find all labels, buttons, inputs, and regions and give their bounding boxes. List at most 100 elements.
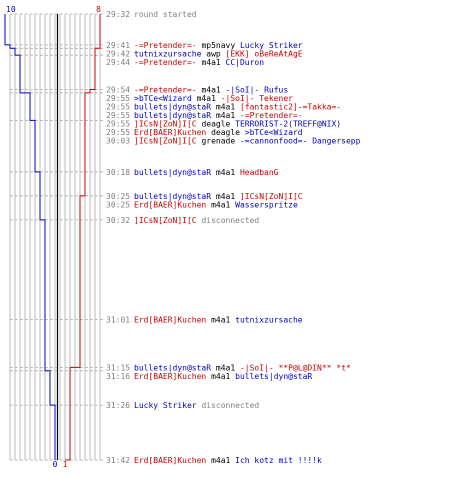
event-killer: -=Pretender=- <box>134 41 197 50</box>
event-message: round started <box>134 10 197 19</box>
event-time: 29:32 <box>106 10 130 19</box>
event-killer: Erd[BAER]Kuchen <box>134 456 206 465</box>
event-message: disconnected <box>197 216 260 225</box>
event-row: 29:55 bullets|dyn@staR m4a1 -=Pretender=- <box>106 111 303 120</box>
event-row: 30:25 bullets|dyn@staR m4a1 ]ICsN[ZoN]I[C <box>106 192 303 201</box>
event-time: 30:25 <box>106 200 130 209</box>
event-player: Lucky Striker <box>134 401 197 410</box>
event-text: ]ICsN[ZoN]I[C disconnected <box>134 216 259 225</box>
event-weapon: m4a1 <box>192 94 221 103</box>
event-victim: bullets|dyn@staR <box>235 372 312 381</box>
event-time: 31:42 <box>106 456 130 465</box>
event-killer: bullets|dyn@staR <box>134 192 211 201</box>
event-text: round started <box>134 10 197 19</box>
event-time: 31:15 <box>106 363 130 372</box>
event-weapon: m4a1 <box>206 456 235 465</box>
event-time: 31:26 <box>106 401 130 410</box>
event-text: bullets|dyn@staR m4a1 ]ICsN[ZoN]I[C <box>134 192 303 201</box>
event-text: Erd[BAER]Kuchen m4a1 tutnixzursache <box>134 315 303 324</box>
event-victim: [EKK] oBeReAtAgE <box>226 49 303 58</box>
event-time: 29:41 <box>106 41 130 50</box>
event-time: 29:55 <box>106 119 130 128</box>
event-row: 29:54 -=Pretender=- m4a1 -|SoI|- Rufus <box>106 85 288 94</box>
red-end-count: 1 <box>63 460 68 469</box>
event-killer: bullets|dyn@staR <box>134 168 211 177</box>
event-victim: tutnixzursache <box>235 315 303 324</box>
event-time: 29:55 <box>106 111 130 120</box>
event-victim: -|SoI|- **P@L@DIN** *t* <box>240 363 351 372</box>
event-time: 30:18 <box>106 168 130 177</box>
event-row: 29:42 tutnixzursache awp [EKK] oBeReAtAgE <box>106 49 303 58</box>
event-text: Erd[BAER]Kuchen m4a1 bullets|dyn@staR <box>134 372 312 381</box>
event-weapon: m4a1 <box>211 102 240 111</box>
red-start-count: 8 <box>96 5 101 14</box>
event-victim: >bTCe<Wizard <box>245 128 303 137</box>
event-row: 29:44 -=Pretender=- m4a1 CC|Duron <box>106 58 264 67</box>
event-row: 29:55]ICsN[ZoN]I[C deagle TERRORIST-2(TR… <box>106 119 341 128</box>
event-killer: Erd[BAER]Kuchen <box>134 372 206 381</box>
event-victim: Wasserspritze <box>235 200 298 209</box>
event-time: 30:32 <box>106 216 130 225</box>
event-time: 29:54 <box>106 85 130 94</box>
red-team-line <box>65 14 101 461</box>
event-row: 31:16 Erd[BAER]Kuchen m4a1 bullets|dyn@st… <box>106 372 312 381</box>
event-victim: -|SoI|- Tekener <box>221 94 293 103</box>
event-killer: -=Pretender=- <box>134 85 197 94</box>
event-victim: Ich kotz mit !!!!k <box>235 456 322 465</box>
event-weapon: deagle <box>197 119 236 128</box>
event-victim: ]ICsN[ZoN]I[C <box>240 192 303 201</box>
event-row: 30:32 ]ICsN[ZoN]I[C disconnected <box>106 216 259 225</box>
event-weapon: m4a1 <box>211 168 240 177</box>
event-victim: TERRORIST-2(TREFF@NIX) <box>235 119 341 128</box>
event-text: Erd[BAER]Kuchen m4a1 Wasserspritze <box>134 200 298 209</box>
event-text: Lucky Striker disconnected <box>134 401 259 410</box>
event-weapon: m4a1 <box>211 192 240 201</box>
event-row: 31:15 bullets|dyn@staR m4a1 -|SoI|- **P@L… <box>106 363 351 372</box>
event-text: ]ICsN[ZoN]I[C grenade -=cannonfood=- Dan… <box>134 136 361 145</box>
event-row: 29:41 -=Pretender=- mp5navy Lucky Striker <box>106 41 303 50</box>
event-weapon: m4a1 <box>197 58 226 67</box>
event-text: -=Pretender=- m4a1 -|SoI|- Rufus <box>134 85 288 94</box>
event-text: bullets|dyn@staR m4a1 [fantastic2]-=Takk… <box>134 102 341 111</box>
blue-start-count: 10 <box>6 5 16 14</box>
event-killer: tutnixzursache <box>134 49 202 58</box>
event-player: ]ICsN[ZoN]I[C <box>134 216 197 225</box>
event-row: 31:26 Lucky Striker disconnected <box>106 401 259 410</box>
event-weapon: grenade <box>197 136 240 145</box>
event-weapon: m4a1 <box>211 111 240 120</box>
event-time: 29:44 <box>106 58 130 67</box>
event-victim: HeadbanG <box>240 168 279 177</box>
blue-end-count: 0 <box>53 460 58 469</box>
event-time: 29:55 <box>106 94 130 103</box>
event-victim: -=Pretender=- <box>240 111 303 120</box>
event-text: bullets|dyn@staR m4a1 HeadbanG <box>134 168 279 177</box>
event-time: 31:16 <box>106 372 130 381</box>
event-weapon: m4a1 <box>206 315 235 324</box>
event-weapon: m4a1 <box>197 85 226 94</box>
event-text: bullets|dyn@staR m4a1 -=Pretender=- <box>134 111 303 120</box>
event-time: 29:55 <box>106 102 130 111</box>
event-text: bullets|dyn@staR m4a1 -|SoI|- **P@L@DIN*… <box>134 363 351 372</box>
event-text: Erd[BAER]Kuchen deagle >bTCe<Wizard <box>134 128 303 137</box>
event-text: Erd[BAER]Kuchen m4a1 Ich kotz mit !!!!k <box>134 456 322 465</box>
event-killer: Erd[BAER]Kuchen <box>134 128 206 137</box>
event-row: 29:55 >bTCe<Wizard m4a1 -|SoI|- Tekener <box>106 94 293 103</box>
event-text: -=Pretender=- m4a1 CC|Duron <box>134 58 264 67</box>
event-row: 30:03]ICsN[ZoN]I[C grenade -=cannonfood=… <box>106 136 361 145</box>
event-time: 31:01 <box>106 315 130 324</box>
event-victim: -=cannonfood=- Dangersepp <box>240 136 361 145</box>
event-victim: Lucky Striker <box>240 41 303 50</box>
event-row: 30:18 bullets|dyn@staR m4a1 HeadbanG <box>106 168 279 177</box>
event-killer: bullets|dyn@staR <box>134 363 211 372</box>
event-row: 31:01 Erd[BAER]Kuchen m4a1 tutnixzursache <box>106 315 303 324</box>
event-weapon: m4a1 <box>206 372 235 381</box>
event-victim: [fantastic2]-=Takka=- <box>240 102 341 111</box>
event-killer: ]ICsN[ZoN]I[C <box>134 136 197 145</box>
event-killer: >bTCe<Wizard <box>134 94 192 103</box>
event-weapon: m4a1 <box>206 200 235 209</box>
event-time: 29:42 <box>106 49 130 58</box>
vertical-grid <box>9 14 101 460</box>
event-time: 29:55 <box>106 128 130 137</box>
event-time: 30:25 <box>106 192 130 201</box>
